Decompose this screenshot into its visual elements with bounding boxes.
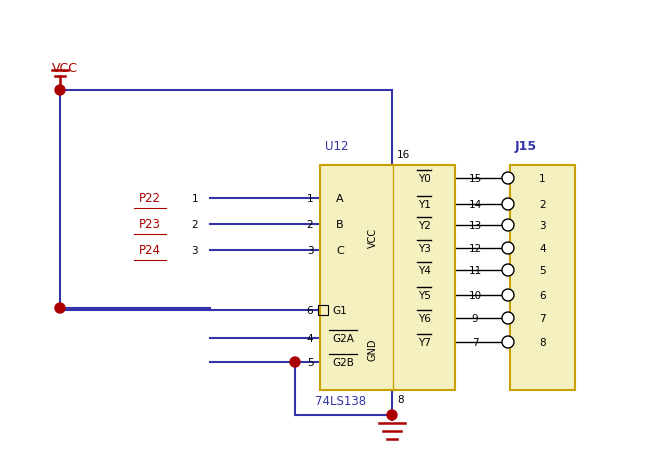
Text: 13: 13 [469,221,482,231]
Circle shape [502,336,514,348]
Text: 16: 16 [397,150,410,160]
Text: VCC: VCC [368,227,378,248]
Text: 12: 12 [469,244,482,254]
Text: 8: 8 [540,338,546,348]
Text: G2B: G2B [332,358,354,368]
Text: 1: 1 [307,194,313,204]
Text: 4: 4 [307,334,313,344]
Circle shape [387,410,397,420]
Text: G1: G1 [333,306,347,316]
Text: Y1: Y1 [417,200,430,210]
Circle shape [502,289,514,301]
Text: Y6: Y6 [417,314,430,324]
Text: Y4: Y4 [417,266,430,276]
Circle shape [502,219,514,231]
Bar [320,165,455,390]
Bar [510,165,575,390]
Bar [318,305,328,315]
Text: G2A: G2A [332,334,354,344]
Circle shape [502,242,514,254]
Circle shape [502,264,514,276]
Text: Y2: Y2 [417,221,430,231]
Text: Y0: Y0 [417,174,430,184]
Text: B: B [336,220,344,230]
Text: 6: 6 [307,306,313,316]
Circle shape [55,85,65,95]
Circle shape [502,198,514,210]
Text: 74LS138: 74LS138 [315,395,366,408]
Text: 3: 3 [540,221,546,231]
Text: 6: 6 [540,291,546,301]
Text: 1: 1 [191,194,198,204]
Text: 1: 1 [540,174,546,184]
Text: A: A [336,194,344,204]
Text: 3: 3 [307,246,313,256]
Text: 4: 4 [540,244,546,254]
Text: 2: 2 [307,220,313,230]
Text: 15: 15 [469,174,482,184]
Text: 2: 2 [191,220,198,230]
Text: Y7: Y7 [417,338,430,348]
Circle shape [290,357,300,367]
Text: 8: 8 [397,395,404,405]
Text: 2: 2 [540,200,546,210]
Text: 5: 5 [307,358,313,368]
Text: 14: 14 [469,200,482,210]
Text: 3: 3 [191,246,198,256]
Text: 7: 7 [472,338,478,348]
Text: P24: P24 [139,244,161,257]
Text: Y5: Y5 [417,291,430,301]
Text: J15: J15 [515,140,537,153]
Circle shape [502,312,514,324]
Text: C: C [336,246,344,256]
Text: 9: 9 [472,314,478,324]
Circle shape [55,303,65,313]
Text: 10: 10 [469,291,482,301]
Text: P23: P23 [139,219,161,231]
Text: 5: 5 [540,266,546,276]
Text: 7: 7 [540,314,546,324]
Text: U12: U12 [325,140,348,153]
Text: P22: P22 [139,193,161,206]
Text: Y3: Y3 [417,244,430,254]
Text: 11: 11 [469,266,482,276]
Text: GND: GND [368,339,378,361]
Text: VCC: VCC [52,62,78,75]
Circle shape [502,172,514,184]
